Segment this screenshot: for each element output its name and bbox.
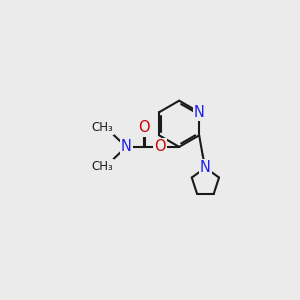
Text: O: O (154, 140, 166, 154)
Text: CH₃: CH₃ (91, 121, 113, 134)
Text: N: N (200, 160, 211, 175)
Text: CH₃: CH₃ (91, 160, 113, 173)
Text: O: O (138, 120, 149, 135)
Text: N: N (121, 140, 132, 154)
Text: N: N (194, 105, 205, 120)
